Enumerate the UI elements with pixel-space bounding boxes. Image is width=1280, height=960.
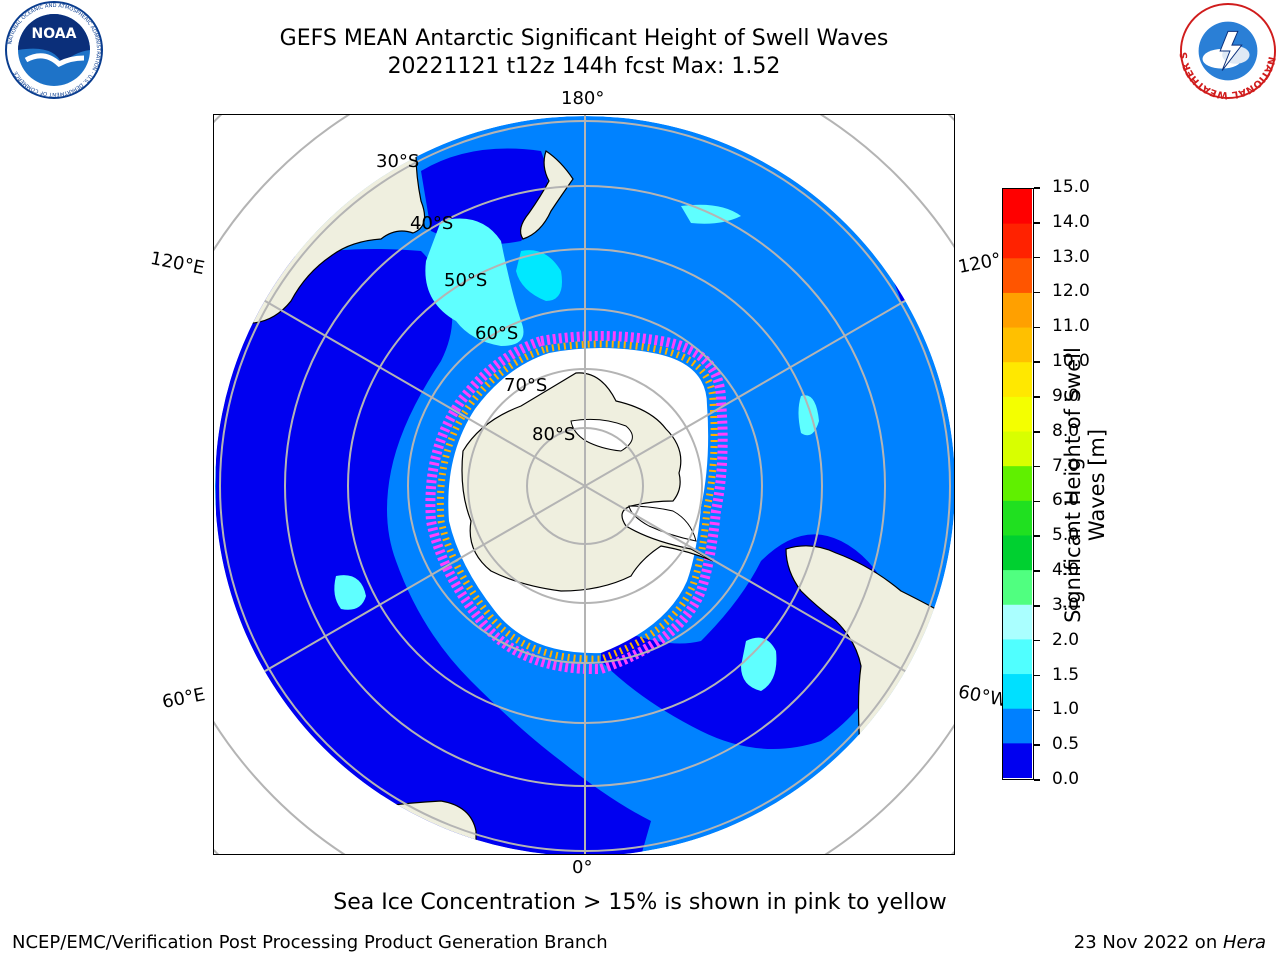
swell-patch-drake bbox=[741, 637, 777, 691]
sea-ice-note: Sea Ice Concentration > 15% is shown in … bbox=[333, 890, 947, 915]
sea-ice-edge-orange bbox=[436, 340, 718, 663]
colorbar-tick-label: 5.0 bbox=[1052, 525, 1080, 546]
colorbar-tick-label: 8.0 bbox=[1052, 420, 1080, 441]
colorbar-tick-label: 7.0 bbox=[1052, 455, 1080, 476]
colorbar-bin bbox=[1003, 466, 1032, 502]
lon-label-180: 180° bbox=[561, 88, 605, 109]
colorbar-bin bbox=[1003, 535, 1032, 571]
lon-label-120e: 120°E bbox=[148, 247, 207, 280]
colorbar-tick-mark bbox=[1034, 605, 1040, 607]
colorbar-bin bbox=[1003, 743, 1032, 779]
lat-label-60s: 60°S bbox=[475, 323, 519, 344]
colorbar-tick-label: 1.0 bbox=[1052, 699, 1080, 720]
colorbar-tick-mark bbox=[1034, 396, 1040, 398]
footer-host: Hera bbox=[1222, 932, 1266, 953]
swell-patch-indian-west bbox=[334, 575, 366, 610]
colorbar-tick-mark bbox=[1034, 744, 1040, 746]
colorbar bbox=[1002, 188, 1034, 780]
colorbar-tick-label: 2.0 bbox=[1052, 629, 1080, 650]
sea-ice-edge-pink bbox=[425, 331, 728, 675]
lon-label-120w: 120° bbox=[956, 249, 1003, 278]
colorbar-tick-mark bbox=[1034, 361, 1040, 363]
graticule-meridians bbox=[215, 116, 954, 854]
colorbar-bin bbox=[1003, 570, 1032, 606]
colorbar-tick-label: 9.0 bbox=[1052, 385, 1080, 406]
chart-title: GEFS MEAN Antarctic Significant Height o… bbox=[279, 26, 889, 51]
lat-label-50s: 50°S bbox=[444, 270, 488, 291]
lat-label-80s: 80°S bbox=[532, 424, 576, 445]
colorbar-tick-mark bbox=[1034, 326, 1040, 329]
land-antarctica bbox=[461, 372, 714, 592]
colorbar-tick-label: 4.0 bbox=[1052, 560, 1080, 581]
colorbar-tick-mark bbox=[1034, 256, 1040, 259]
colorbar-tick-label: 10.0 bbox=[1052, 351, 1090, 372]
lat-label-30s: 30°S bbox=[376, 151, 420, 172]
colorbar-tick-label: 0.0 bbox=[1052, 769, 1080, 789]
footer-date: 23 Nov 2022 on Hera bbox=[1074, 932, 1266, 953]
colorbar-bins bbox=[1003, 189, 1032, 779]
colorbar-tick-mark bbox=[1034, 291, 1040, 294]
polar-map bbox=[213, 114, 955, 855]
chart-subtitle: 20221121 t12z 144h fcst Max: 1.52 bbox=[387, 54, 781, 79]
colorbar-tick-label: 6.0 bbox=[1052, 490, 1080, 511]
colorbar-bin bbox=[1003, 189, 1032, 225]
colorbar-tick-label: 14.0 bbox=[1052, 211, 1090, 232]
colorbar-bin bbox=[1003, 292, 1032, 329]
colorbar-tick-mark bbox=[1034, 500, 1040, 503]
colorbar-bin bbox=[1003, 362, 1032, 398]
noaa-logo-text: NOAA bbox=[32, 26, 77, 42]
colorbar-bin bbox=[1003, 708, 1032, 744]
colorbar-tick-label: 3.0 bbox=[1052, 594, 1080, 615]
colorbar-tick-label: 12.0 bbox=[1052, 281, 1090, 302]
lon-label-60e: 60°E bbox=[160, 684, 207, 713]
colorbar-bin bbox=[1003, 258, 1032, 294]
colorbar-tick-label: 1.5 bbox=[1052, 664, 1080, 685]
graticule-outer bbox=[214, 115, 954, 854]
lon-label-0: 0° bbox=[572, 857, 593, 878]
colorbar-bin bbox=[1003, 604, 1032, 640]
footer-credit: NCEP/EMC/Verification Post Processing Pr… bbox=[12, 932, 608, 953]
swell-patch-tasman bbox=[425, 218, 524, 346]
colorbar-tick-label: 11.0 bbox=[1052, 316, 1090, 337]
colorbar-bin bbox=[1003, 327, 1032, 363]
colorbar-bin bbox=[1003, 500, 1032, 536]
ice-shelf-weddell bbox=[628, 505, 697, 542]
colorbar-tick-mark bbox=[1034, 709, 1040, 712]
colorbar-bin bbox=[1003, 431, 1032, 467]
colorbar-label: Significant Height of Swell Waves [m] bbox=[1061, 335, 1109, 635]
colorbar-bin bbox=[1003, 639, 1032, 675]
colorbar-tick-mark bbox=[1034, 431, 1040, 433]
colorbar-tick-label: 15.0 bbox=[1052, 177, 1090, 197]
colorbar-tick-mark bbox=[1034, 779, 1040, 781]
colorbar-tick-label: 0.5 bbox=[1052, 734, 1080, 755]
lat-label-40s: 40°S bbox=[410, 213, 454, 234]
colorbar-tick-mark bbox=[1034, 570, 1040, 572]
colorbar-bin bbox=[1003, 674, 1032, 710]
footer-date-text: 23 Nov 2022 on bbox=[1073, 932, 1223, 953]
land-new-zealand bbox=[519, 150, 574, 240]
colorbar-tick-mark bbox=[1034, 465, 1040, 468]
low-swell-region-indian bbox=[216, 249, 651, 854]
colorbar-tick-mark bbox=[1034, 639, 1040, 642]
colorbar-bin bbox=[1003, 223, 1032, 259]
nws-logo: NATIONAL WEATHER SERVICE bbox=[1175, 0, 1278, 100]
colorbar-tick-mark bbox=[1034, 535, 1040, 537]
colorbar-tick-mark bbox=[1034, 674, 1040, 677]
colorbar-label-line2: Waves [m] bbox=[1085, 428, 1109, 542]
polar-map-canvas bbox=[214, 115, 954, 854]
swell-patch-south-pacific bbox=[516, 250, 562, 301]
colorbar-tick-label: 13.0 bbox=[1052, 246, 1090, 267]
noaa-logo: NATIONAL OCEANIC AND ATMOSPHERIC ADMINIS… bbox=[4, 0, 104, 100]
colorbar-tick-mark bbox=[1034, 222, 1040, 224]
lat-label-70s: 70°S bbox=[504, 375, 548, 396]
colorbar-tick-mark bbox=[1034, 187, 1040, 189]
colorbar-bin bbox=[1003, 396, 1032, 433]
colorbar-label-line1: Significant Height of Swell bbox=[1061, 347, 1085, 623]
